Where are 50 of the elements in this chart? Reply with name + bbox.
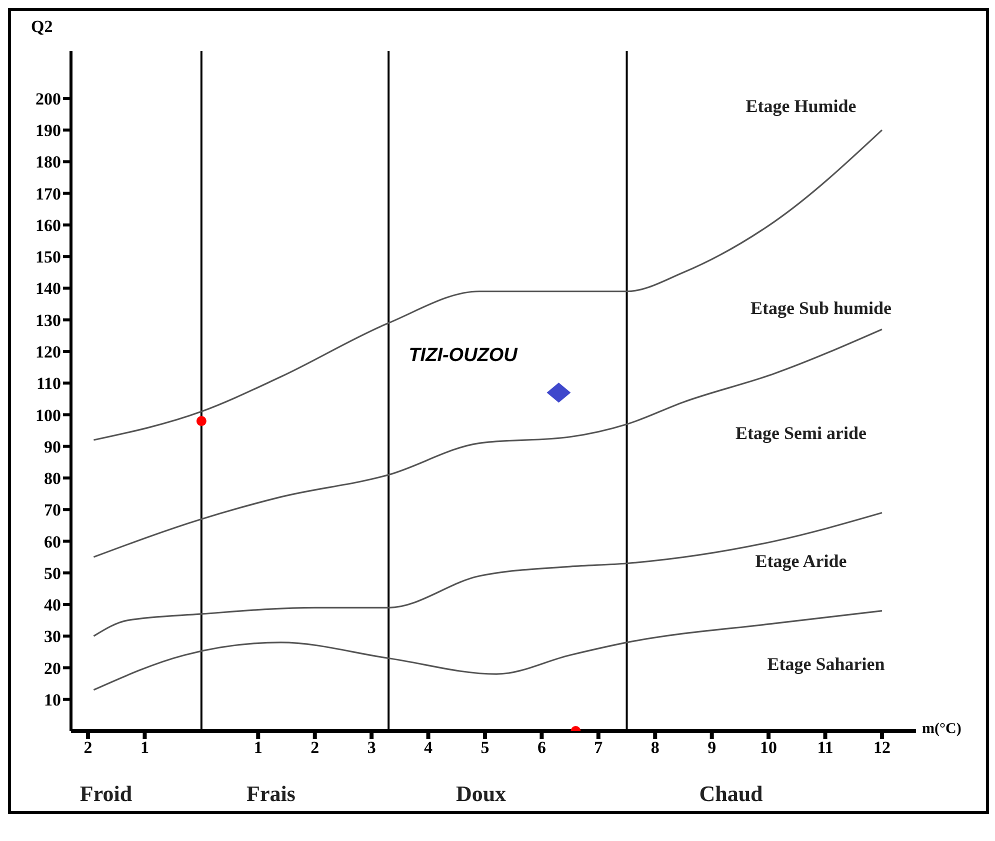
annotation: Etage Sub humide: [750, 298, 892, 319]
y-tick-label: 150: [36, 248, 61, 267]
x-tick-label: 1: [254, 738, 262, 758]
y-tick-label: 100: [36, 406, 61, 425]
y-tick-label: 80: [44, 469, 61, 488]
x-tick-label: 6: [537, 738, 546, 758]
point: [196, 416, 206, 426]
x-tick-label: 2: [310, 738, 320, 758]
x-tick-label: 2: [84, 738, 92, 758]
x-axis-title: m(°C): [922, 721, 962, 738]
y-tick-label: 90: [44, 437, 61, 456]
y-tick-label: 200: [36, 89, 61, 108]
y-tick-label: 190: [36, 121, 61, 140]
annotation: Etage Semi aride: [736, 423, 866, 444]
text: Frais: [246, 781, 296, 807]
y-tick-label: 140: [36, 279, 61, 298]
annotation: Etage Saharien: [767, 654, 885, 675]
text: Froid: [80, 781, 132, 807]
x-tick-label: 8: [650, 738, 660, 758]
annotation: Etage Humide: [746, 96, 856, 117]
y-tick-label: 120: [36, 342, 61, 362]
x-tick-label: 11: [817, 738, 834, 758]
y-tick-label: 70: [44, 500, 61, 520]
y-tick-label: 170: [36, 184, 61, 204]
text: TIZI-OUZOU: [408, 344, 518, 367]
y-tick-label: 110: [36, 374, 61, 394]
x-tick-label: 12: [873, 738, 890, 758]
y-tick-label: 160: [36, 216, 61, 235]
point: [546, 382, 571, 403]
y-tick-label: 40: [44, 596, 61, 615]
y-tick-label: 30: [44, 627, 61, 646]
annotation: Etage Aride: [755, 551, 847, 572]
x-tick-label: 10: [760, 738, 778, 758]
y-tick-label: 130: [36, 310, 61, 330]
line-series: [92, 512, 883, 637]
x-tick-label: 5: [480, 738, 490, 758]
x-tick-label: 3: [367, 738, 376, 758]
line-series: [92, 610, 883, 691]
y-tick-label: 60: [44, 532, 61, 552]
y-tick-label: 180: [36, 152, 61, 172]
x-tick-label: 1: [140, 738, 149, 758]
x-tick-label: 4: [424, 738, 434, 758]
y-tick-label: 10: [44, 690, 61, 710]
y-axis-title: Q2: [31, 17, 53, 37]
y-tick-label: 20: [44, 658, 61, 678]
x-tick-label: 9: [708, 738, 716, 758]
y-tick-label: 50: [44, 564, 61, 583]
text: Chaud: [699, 781, 763, 807]
x-tick-label: 7: [594, 738, 604, 758]
text: Doux: [456, 781, 506, 807]
